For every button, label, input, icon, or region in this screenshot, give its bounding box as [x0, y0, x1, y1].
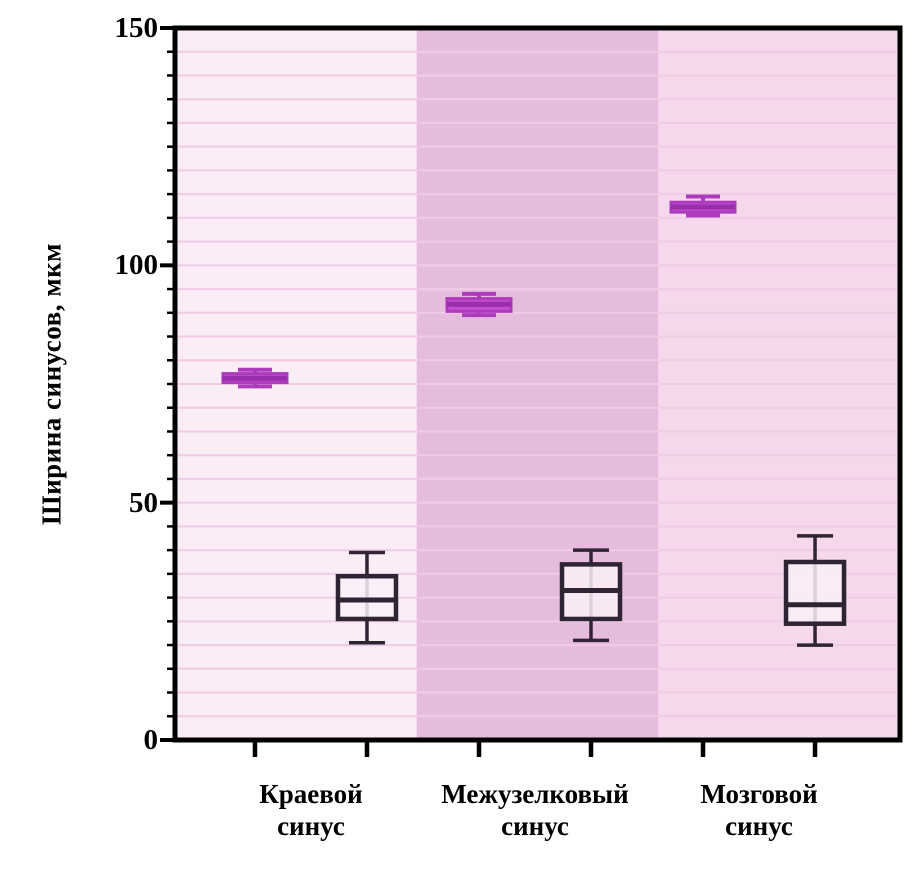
y-tick-label: 0 [143, 724, 159, 756]
y-tick-label: 150 [114, 12, 159, 44]
y-tick-label: 50 [129, 486, 158, 519]
dark-outline-series-box [783, 559, 847, 626]
x-category-label: Мозговой синус [700, 779, 818, 842]
y-tick-label: 100 [114, 249, 159, 282]
x-category-label: Межузелковый синус [441, 779, 629, 842]
x-category-label: Краевой синус [259, 779, 363, 842]
